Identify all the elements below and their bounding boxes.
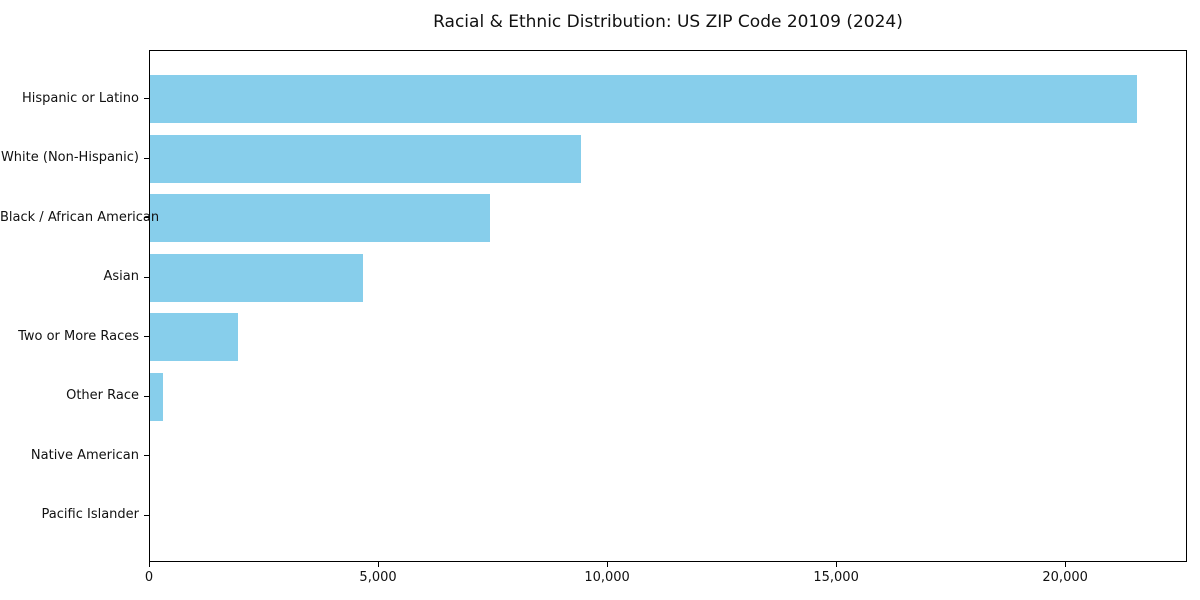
x-tick-mark — [607, 562, 609, 567]
y-axis-label: Black / African American — [0, 209, 160, 225]
x-axis-label: 0 — [144, 570, 154, 585]
x-axis-label: 20,000 — [1042, 570, 1088, 585]
x-tick-mark — [378, 562, 380, 567]
bar-white-non-hispanic — [150, 134, 581, 183]
y-axis-label: Two or More Races — [18, 328, 139, 344]
y-axis-label: Pacific Islander — [41, 507, 139, 522]
bar-other-race — [150, 372, 164, 421]
y-axis-label: Hispanic or Latino — [21, 90, 139, 106]
y-tick-mark — [144, 157, 149, 159]
x-axis-label: 10,000 — [584, 570, 630, 585]
bar-two-or-more-races — [150, 313, 238, 361]
x-tick-mark — [836, 562, 838, 567]
y-tick-mark — [144, 455, 149, 456]
plot-area — [149, 50, 1187, 562]
y-tick-mark — [144, 276, 149, 278]
y-tick-mark — [144, 217, 149, 218]
y-axis-label: Native American — [30, 447, 139, 463]
y-axis-label: White (Non-Hispanic) — [0, 150, 139, 165]
bar-black-african-american — [150, 194, 490, 242]
y-axis-label: Other Race — [66, 388, 139, 403]
y-tick-mark — [144, 336, 149, 337]
chart-title: Racial & Ethnic Distribution: US ZIP Cod… — [433, 12, 903, 32]
x-axis-label: 5,000 — [359, 570, 397, 585]
y-tick-mark — [144, 395, 149, 397]
x-tick-mark — [149, 562, 150, 567]
bar-asian — [150, 253, 363, 302]
y-tick-mark — [144, 514, 149, 516]
x-axis-label: 15,000 — [813, 570, 859, 585]
x-tick-mark — [1065, 562, 1067, 567]
y-axis-label: Asian — [103, 269, 139, 284]
bar-hispanic-or-latino — [150, 75, 1138, 123]
y-tick-mark — [144, 98, 149, 99]
